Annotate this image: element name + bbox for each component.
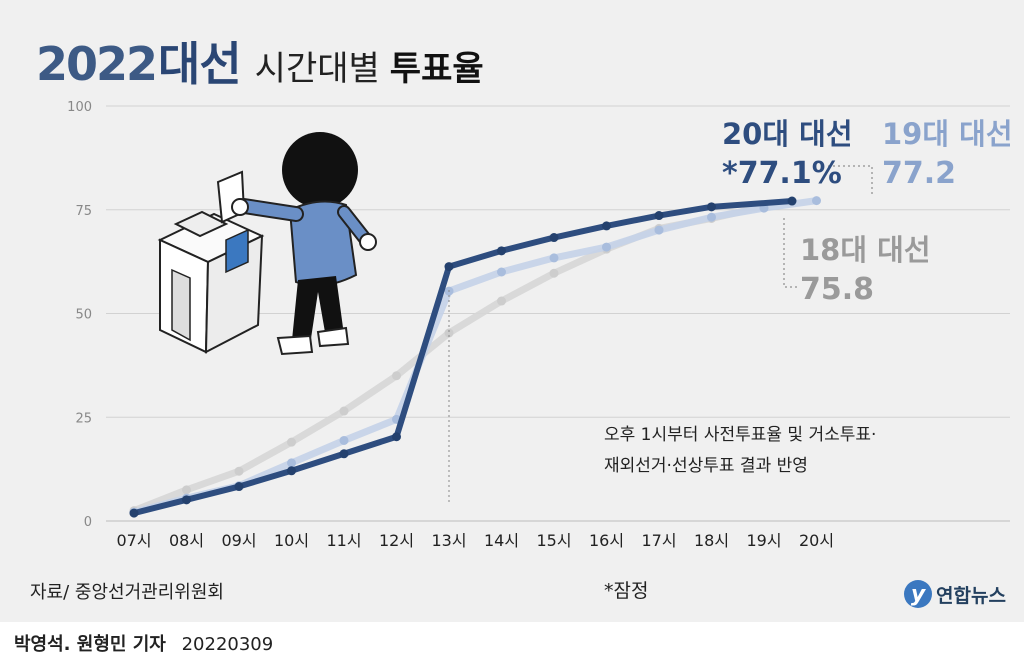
x-tick-label: 18시 (694, 531, 729, 550)
data-point-s20 (287, 466, 296, 476)
footer (0, 622, 1024, 665)
data-point-s20 (444, 262, 454, 272)
x-tick-label: 11시 (326, 531, 361, 550)
annotation-line-2: 재외선거·선상투표 결과 반영 (604, 456, 808, 476)
data-point-s20 (182, 495, 191, 505)
tentative-note: *잠정 (604, 580, 649, 602)
data-point-s18 (549, 268, 559, 278)
data-point-s20 (497, 246, 506, 256)
data-point-s19 (812, 196, 821, 206)
label-19-name: 19대 대선 (882, 117, 1013, 151)
credit-line: 박영석. 원형민 기자 20220309 (14, 630, 273, 656)
data-point-s18 (444, 328, 454, 338)
person-head-icon (282, 132, 358, 208)
label-19-value: 77.2 (882, 156, 956, 191)
x-tick-label: 15시 (536, 531, 571, 550)
line-chart: 0 25 50 75 100 07시 08시 09시 10시 11시 12시 13시 14시 15시 16… (67, 100, 1013, 550)
x-tick-label: 17시 (641, 531, 676, 550)
title-election: 대선 (158, 37, 242, 91)
title-year: 2022 (36, 37, 158, 91)
data-point-s20 (549, 233, 559, 243)
series-s20 (129, 196, 797, 518)
data-point-s19 (654, 225, 664, 235)
y-tick-label: 75 (75, 204, 92, 219)
data-point-s20 (129, 508, 139, 518)
data-point-s18 (392, 371, 401, 381)
data-point-s19 (497, 267, 506, 277)
data-point-s18 (497, 296, 506, 306)
data-point-s18 (182, 485, 191, 495)
data-point-s20 (234, 482, 244, 492)
data-point-s19 (549, 253, 559, 263)
credit-date: 20220309 (181, 634, 274, 655)
data-point-s20 (707, 202, 716, 212)
data-point-s20 (654, 211, 664, 221)
data-point-s19 (602, 242, 611, 252)
data-point-s19 (339, 435, 349, 445)
x-tick-label: 12시 (379, 531, 414, 550)
x-tick-label: 09시 (221, 531, 256, 550)
credit-reporters: 박영석. 원형민 기자 (14, 634, 166, 655)
x-tick-label: 07시 (116, 531, 151, 550)
voter-illustration (157, 132, 377, 356)
y-tick-label: 0 (84, 515, 92, 530)
label-20-value: *77.1% (722, 156, 842, 191)
data-point-s18 (234, 466, 244, 476)
label-18-value: 75.8 (800, 272, 874, 307)
data-point-s18 (287, 437, 296, 447)
leader-18 (783, 218, 800, 288)
yonhap-logo-icon: y (904, 580, 932, 608)
title-bold: 투표율 (389, 49, 484, 89)
chart-title: 2022 대선 시간대별 투표율 (36, 28, 484, 91)
x-tick-label: 19시 (746, 531, 781, 550)
data-point-s20 (392, 432, 401, 442)
title-middle: 시간대별 (254, 49, 380, 89)
data-point-s20 (339, 449, 349, 459)
x-tick-label: 13시 (431, 531, 466, 550)
yonhap-logo-text: 연합뉴스 (936, 584, 1006, 607)
x-tick-label: 16시 (589, 531, 624, 550)
data-point-s18 (339, 406, 349, 416)
data-point-s20 (787, 196, 797, 206)
x-tick-label: 20시 (799, 531, 834, 550)
data-point-s20 (602, 221, 611, 231)
y-tick-label: 100 (67, 100, 92, 115)
y-tick-label: 50 (75, 308, 92, 323)
x-tick-label: 08시 (169, 531, 204, 550)
data-point-s19 (287, 458, 296, 468)
label-18-name: 18대 대선 (800, 233, 931, 267)
x-tick-label: 14시 (484, 531, 519, 550)
x-tick-label: 10시 (274, 531, 309, 550)
data-point-s19 (707, 212, 716, 222)
label-20-name: 20대 대선 (722, 117, 853, 151)
annotation-line-1: 오후 1시부터 사전투표율 및 거소투표· (604, 425, 876, 445)
source-note: 자료/ 중앙선거관리위원회 (30, 582, 224, 603)
yonhap-logo: y 연합뉴스 (904, 577, 1006, 611)
y-tick-label: 25 (75, 411, 92, 426)
